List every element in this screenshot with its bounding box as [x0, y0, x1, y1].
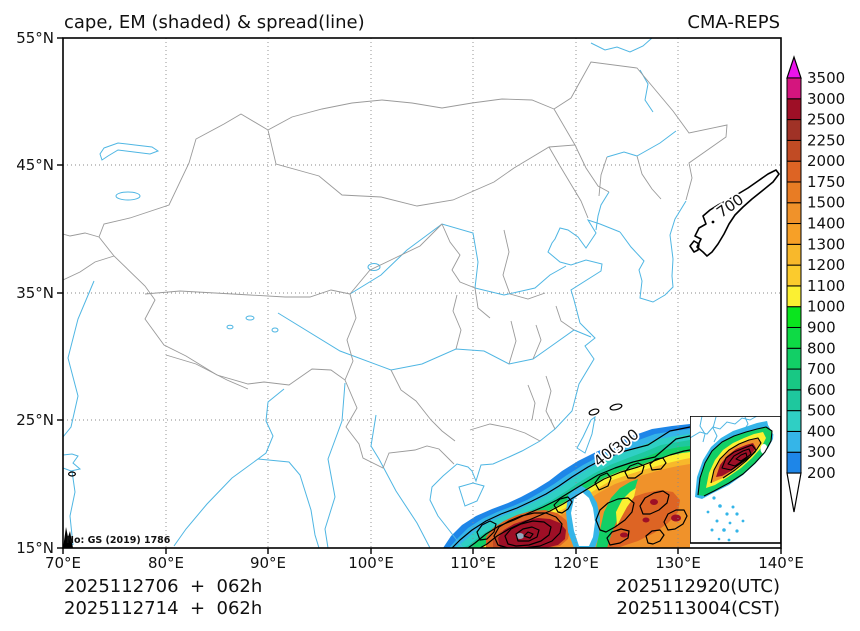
- y-tick-label: 45°N: [16, 156, 54, 174]
- footer: 2025112706 + 062h 2025112714 + 062h 2025…: [64, 576, 780, 619]
- colorbar: 200 300 400 500 600 700 800 900 1000 1100 1200 1300…: [786, 55, 845, 513]
- colorbar-segment: [786, 119, 802, 141]
- china-vietnam-coastline: [429, 219, 621, 548]
- admin-borders: [63, 61, 728, 469]
- colorbar-segment: [786, 306, 802, 328]
- colorbar-segment: [786, 223, 802, 245]
- colorbar-under-arrow: [786, 472, 802, 513]
- model-label: CMA-REPS: [687, 12, 780, 33]
- inset-island-dots: [706, 496, 745, 542]
- x-tick-label: 130°E: [655, 554, 701, 572]
- colorbar-tick-label: 300: [807, 443, 836, 461]
- colorbar-tick-label: 500: [807, 402, 836, 420]
- colorbar-tick-label: 3000: [807, 90, 845, 108]
- colorbar-segment: [786, 430, 802, 453]
- lake-balkhash: [99, 142, 160, 161]
- y-tick-label: 35°N: [16, 284, 54, 302]
- colorbar-segment: [786, 98, 802, 121]
- colorbar-segment: [786, 243, 802, 266]
- x-tick-label: 80°E: [148, 554, 184, 572]
- watermark: No: GS (2019) 1786: [66, 535, 171, 546]
- colorbar-tick-label: 900: [807, 318, 836, 336]
- indus-river: [63, 280, 95, 438]
- terrain-spike: [63, 527, 73, 548]
- y-tick-label: 55°N: [16, 29, 54, 47]
- colorbar-segment: [786, 347, 802, 370]
- mongolia-russia-border: [267, 98, 555, 131]
- valid-time-cst: 2025113004(CST): [616, 598, 780, 619]
- x-tick-label: 100°E: [348, 554, 394, 572]
- colorbar-segment: [786, 181, 802, 204]
- init-time-line1: 2025112706 + 062h: [64, 576, 262, 597]
- colorbar-tick-label: 2500: [807, 111, 845, 129]
- colorbar-tick-label: 1500: [807, 194, 845, 212]
- colorbar-tick-label: 1100: [807, 277, 845, 295]
- colorbar-tick-label: 400: [807, 422, 836, 440]
- salween-river: [324, 382, 346, 548]
- hainan-island: [458, 482, 485, 507]
- colorbar-segment: [786, 451, 802, 474]
- taiwan-island: [576, 415, 596, 454]
- y-tick-label: 15°N: [16, 539, 54, 557]
- init-time-line2: 2025112714 + 062h: [64, 598, 262, 619]
- colorbar-segment: [786, 410, 802, 432]
- colorbar-segment: [786, 202, 802, 225]
- inset-coastlines: [690, 416, 758, 443]
- map-content: 400 300 700: [63, 38, 781, 548]
- y-tick-label: 25°N: [16, 411, 54, 429]
- water-features: [63, 38, 687, 548]
- inset-panel: [690, 416, 781, 548]
- axis-ticks: [57, 37, 782, 554]
- china-southwest-border: [98, 236, 455, 469]
- colorbar-segment: [786, 285, 802, 308]
- colorbar-segment: [786, 389, 802, 412]
- yellow-river: [349, 223, 567, 296]
- colorbar-tick-label: 1300: [807, 235, 845, 253]
- mekong-river: [370, 414, 431, 548]
- colorbar-tick-label: 1200: [807, 256, 845, 274]
- colorbar-tick-label: 1400: [807, 215, 845, 233]
- colorbar-segment: [786, 368, 802, 391]
- colorbar-tick-label: 800: [807, 339, 836, 357]
- colorbar-segment: [786, 264, 802, 287]
- colorbar-tick-label: 600: [807, 381, 836, 399]
- x-tick-label: 140°E: [758, 554, 804, 572]
- inset-spread-contours: [697, 426, 773, 497]
- japan-spread-contour: [689, 169, 780, 257]
- y-axis-labels: 55°N 45°N 35°N 25°N 15°N: [16, 29, 54, 557]
- x-tick-label: 110°E: [450, 554, 496, 572]
- contour-label-700: 700: [713, 190, 747, 221]
- colorbar-over-arrow: [786, 55, 802, 79]
- colorbar-tick-label: 2250: [807, 131, 845, 149]
- x-axis-labels: 70°E 80°E 90°E 100°E 110°E 120°E 130°E 1…: [45, 554, 804, 572]
- x-tick-label: 90°E: [250, 554, 286, 572]
- china-north-border: [98, 61, 728, 238]
- colorbar-tick-label: 2000: [807, 152, 845, 170]
- yangtze-river: [277, 312, 592, 371]
- colorbar-tick-label: 1000: [807, 298, 845, 316]
- x-tick-label: 70°E: [45, 554, 81, 572]
- korea-coastline: [619, 200, 687, 303]
- inset-border: [690, 416, 781, 544]
- colorbar-segment: [786, 77, 802, 100]
- page-title: cape, EM (shaded) & spread(line): [64, 12, 365, 33]
- valid-time-utc: 2025112920(UTC): [616, 576, 780, 597]
- colorbar-segment: [786, 326, 802, 349]
- colorbar-tick-label: 200: [807, 464, 836, 482]
- colorbar-segment: [786, 160, 802, 183]
- colorbar-tick-label: 1750: [807, 173, 845, 191]
- inset-cape-shading: [695, 416, 781, 499]
- spread-contours: [67, 403, 781, 548]
- colorbar-segment: [786, 139, 802, 162]
- colorbar-tick-label: 700: [807, 360, 836, 378]
- graticule: [63, 38, 781, 548]
- colorbar-tick-label: 3500: [807, 69, 845, 87]
- x-tick-label: 120°E: [553, 554, 599, 572]
